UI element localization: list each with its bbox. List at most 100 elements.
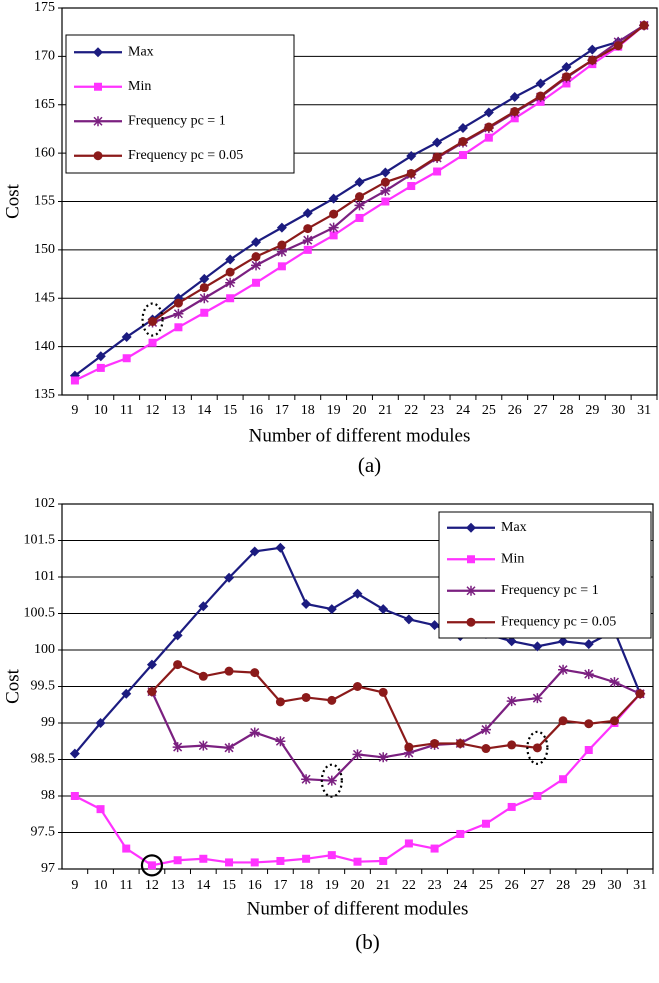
marker	[507, 740, 517, 750]
y-tick-label: 135	[34, 387, 55, 402]
legend-label: Frequency pc = 1	[501, 583, 599, 598]
marker	[148, 316, 158, 326]
marker	[466, 617, 476, 627]
marker	[407, 182, 416, 191]
legend-label: Frequency pc = 0.05	[128, 148, 243, 163]
marker	[199, 293, 210, 304]
x-tick-label: 28	[559, 403, 573, 418]
marker	[303, 245, 312, 254]
x-tick-label: 21	[378, 403, 392, 418]
y-tick-label: 100	[34, 642, 55, 657]
marker	[276, 246, 287, 257]
marker	[95, 351, 106, 362]
marker	[584, 746, 593, 755]
marker	[327, 695, 337, 705]
marker	[328, 193, 339, 204]
marker	[532, 743, 542, 753]
x-tick-label: 30	[607, 878, 621, 893]
x-tick-label: 30	[611, 403, 625, 418]
marker	[433, 167, 442, 176]
marker	[121, 688, 132, 699]
x-tick-label: 17	[275, 403, 289, 418]
marker	[532, 693, 543, 704]
legend-label: Frequency pc = 0.05	[501, 614, 616, 629]
marker	[198, 601, 209, 612]
x-tick-label: 23	[428, 878, 442, 893]
x-tick-label: 10	[94, 403, 108, 418]
marker	[147, 687, 157, 697]
marker	[404, 742, 414, 752]
x-tick-label: 28	[556, 878, 570, 893]
marker	[224, 666, 234, 676]
x-tick-label: 31	[637, 403, 651, 418]
y-tick-label: 155	[34, 194, 55, 209]
marker	[484, 122, 494, 132]
marker	[146, 659, 157, 670]
marker	[355, 192, 364, 202]
legend-label: Min	[501, 551, 524, 566]
marker	[302, 208, 313, 219]
marker	[277, 262, 286, 271]
x-tick-label: 14	[197, 403, 211, 418]
marker	[354, 200, 365, 211]
x-tick-label: 22	[404, 403, 418, 418]
marker	[301, 599, 312, 610]
y-tick-label: 97	[41, 861, 55, 876]
marker	[457, 122, 468, 133]
marker	[122, 354, 131, 363]
x-axis-title: Number of different modules	[247, 898, 469, 919]
marker	[484, 133, 493, 142]
y-tick-label: 175	[34, 0, 55, 15]
marker	[225, 277, 236, 288]
y-tick-label: 145	[34, 290, 55, 305]
x-tick-label: 18	[301, 403, 315, 418]
marker	[93, 151, 103, 161]
marker	[458, 137, 468, 147]
marker	[558, 664, 569, 675]
marker	[506, 696, 517, 707]
x-tick-label: 9	[71, 878, 78, 893]
marker	[275, 736, 286, 747]
marker	[429, 620, 440, 631]
x-tick-label: 24	[456, 403, 470, 418]
marker	[96, 805, 105, 814]
marker	[225, 267, 235, 277]
marker	[379, 856, 388, 865]
x-tick-label: 26	[505, 878, 519, 893]
x-tick-label: 12	[145, 878, 159, 893]
y-axis-title: Cost	[2, 668, 23, 704]
marker	[198, 671, 208, 681]
marker	[70, 376, 79, 385]
marker	[583, 669, 594, 680]
marker	[352, 749, 363, 760]
marker	[458, 151, 467, 160]
marker	[613, 41, 623, 51]
marker	[276, 856, 285, 865]
marker	[329, 209, 339, 219]
marker	[252, 278, 261, 287]
marker	[326, 775, 337, 786]
marker	[329, 231, 338, 240]
marker	[355, 213, 364, 222]
x-tick-label: 25	[482, 403, 496, 418]
marker	[148, 338, 157, 347]
marker	[381, 197, 390, 206]
marker	[93, 47, 103, 58]
marker	[250, 858, 259, 867]
x-tick-label: 20	[351, 878, 365, 893]
x-tick-label: 14	[196, 878, 210, 893]
series-line	[151, 663, 641, 750]
legend-box	[65, 34, 295, 174]
marker	[199, 854, 208, 863]
marker	[173, 308, 184, 319]
y-tick-label: 165	[34, 97, 55, 112]
x-axis-title: Number of different modules	[249, 425, 471, 446]
x-tick-label: 13	[171, 403, 185, 418]
chart: 135 140 145 150 155 160 165 170 175 9 10 11 12 13 14 15…	[2, 0, 658, 477]
marker	[251, 252, 261, 262]
marker	[466, 522, 476, 533]
series-line	[150, 668, 641, 782]
marker	[326, 604, 337, 615]
marker	[173, 298, 183, 308]
marker	[584, 719, 594, 729]
